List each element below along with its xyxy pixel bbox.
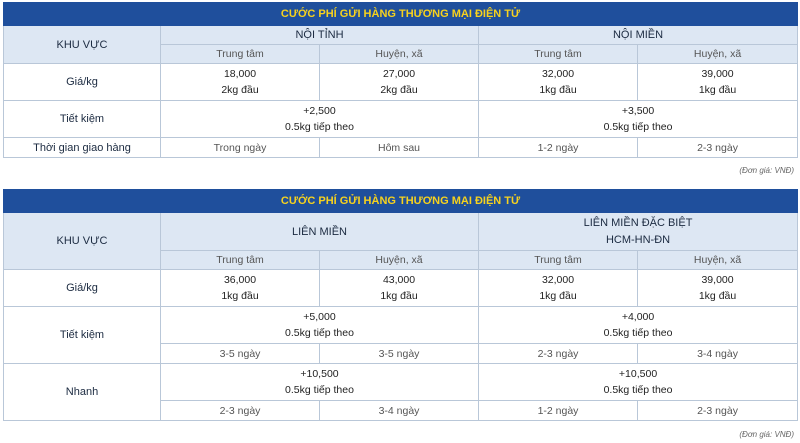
saving-cell: +5,000 0.5kg tiếp theo	[160, 306, 479, 344]
subcol-header: Huyện, xã	[319, 250, 479, 270]
unit-note: (Đơn giá: VNĐ)	[739, 430, 794, 439]
fast-days-cell: 2-3 ngày	[160, 400, 320, 421]
table-title: CƯỚC PHÍ GỬI HÀNG THƯƠNG MẠI ĐIỆN TỬ	[2, 189, 799, 213]
price-cell: 36,000 1kg đầu	[160, 269, 320, 307]
subcol-header: Huyện, xã	[319, 44, 479, 64]
group-header-lien-mien: LIÊN MIỀN	[160, 212, 479, 251]
group-header-lien-mien-dac-biet: LIÊN MIỀN ĐẶC BIỆT HCM-HN-ĐN	[477, 212, 799, 251]
subcol-header: Trung tâm	[160, 44, 320, 64]
fast-days-cell: 3-4 ngày	[319, 400, 479, 421]
price-cell: 39,000 1kg đầu	[636, 63, 799, 101]
price-cell: 18,000 2kg đầu	[160, 63, 320, 101]
delivery-cell: 2-3 ngày	[636, 137, 799, 158]
fast-cell: +10,500 0.5kg tiếp theo	[477, 363, 799, 401]
price-cell: 27,000 2kg đầu	[319, 63, 479, 101]
price-cell: 43,000 1kg đầu	[319, 269, 479, 307]
row-label-saving: Tiết kiệm	[3, 100, 161, 138]
group-header-noi-tinh: NỘI TỈNH	[160, 25, 479, 45]
saving-cell: +3,500 0.5kg tiếp theo	[477, 100, 799, 138]
unit-note: (Đơn giá: VNĐ)	[739, 166, 794, 175]
pricing-table-2: CƯỚC PHÍ GỬI HÀNG THƯƠNG MẠI ĐIỆN TỬ KHU…	[2, 189, 799, 421]
saving-cell: +2,500 0.5kg tiếp theo	[160, 100, 479, 138]
fast-cell: +10,500 0.5kg tiếp theo	[160, 363, 479, 401]
row-label-price: Giá/kg	[3, 63, 161, 101]
row-label-saving: Tiết kiệm	[3, 306, 161, 364]
row-label-price: Giá/kg	[3, 269, 161, 307]
saving-days-cell: 3-5 ngày	[160, 343, 320, 364]
table-title: CƯỚC PHÍ GỬI HÀNG THƯƠNG MẠI ĐIỆN TỬ	[2, 2, 799, 26]
row-label-delivery: Thời gian giao hàng	[3, 137, 161, 158]
region-header: KHU VỰC	[3, 212, 161, 270]
price-cell: 39,000 1kg đầu	[636, 269, 799, 307]
price-cell: 32,000 1kg đầu	[478, 63, 638, 101]
subcol-header: Trung tâm	[478, 44, 638, 64]
delivery-cell: Hôm sau	[319, 137, 479, 158]
saving-days-cell: 3-5 ngày	[319, 343, 479, 364]
subcol-header: Huyện, xã	[636, 250, 799, 270]
pricing-table-1: CƯỚC PHÍ GỬI HÀNG THƯƠNG MẠI ĐIỆN TỬ KHU…	[2, 2, 799, 158]
fast-days-cell: 1-2 ngày	[478, 400, 638, 421]
delivery-cell: 1-2 ngày	[478, 137, 638, 158]
group-header-noi-mien: NỘI MIỀN	[477, 25, 799, 45]
region-header: KHU VỰC	[3, 25, 161, 64]
saving-days-cell: 2-3 ngày	[478, 343, 638, 364]
delivery-cell: Trong ngày	[160, 137, 320, 158]
price-cell: 32,000 1kg đầu	[478, 269, 638, 307]
subcol-header: Huyện, xã	[636, 44, 799, 64]
subcol-header: Trung tâm	[160, 250, 320, 270]
subcol-header: Trung tâm	[478, 250, 638, 270]
fast-days-cell: 2-3 ngày	[636, 400, 799, 421]
saving-cell: +4,000 0.5kg tiếp theo	[477, 306, 799, 344]
saving-days-cell: 3-4 ngày	[636, 343, 799, 364]
row-label-fast: Nhanh	[3, 363, 161, 421]
